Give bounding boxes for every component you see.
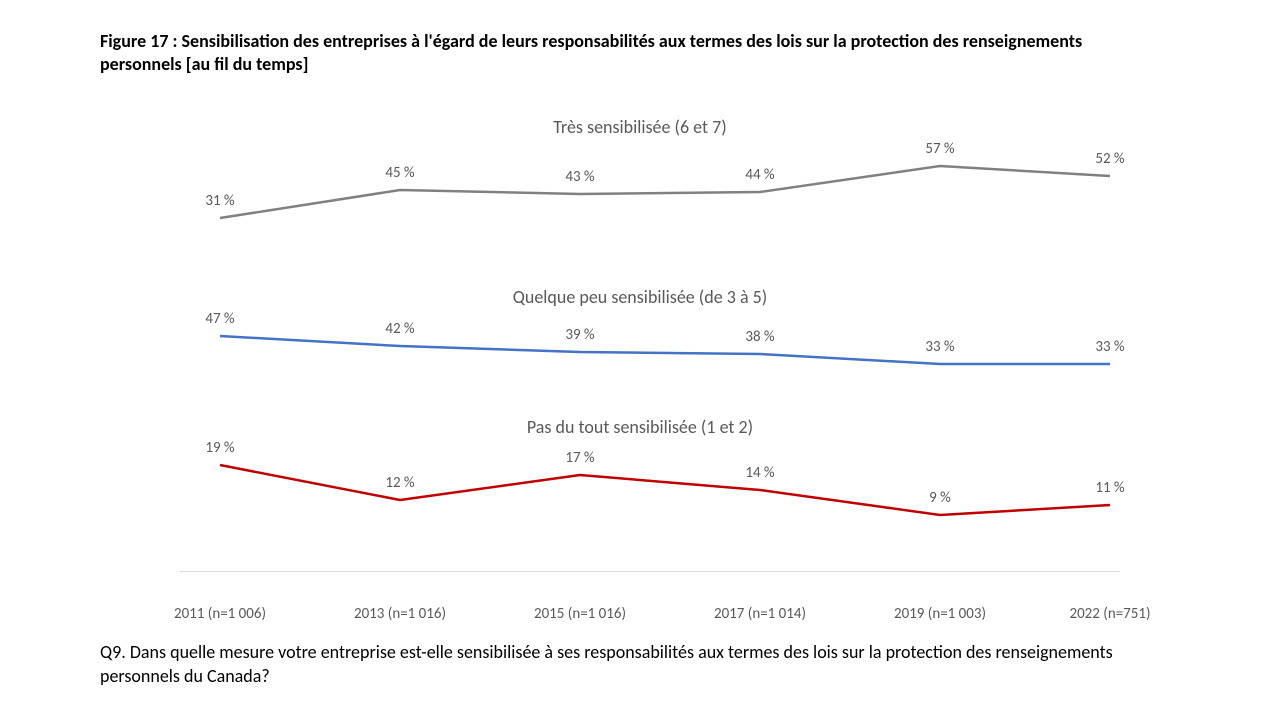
data-label: 42 % — [385, 320, 414, 338]
x-axis-label: 2022 (n=751) — [1040, 605, 1180, 623]
series-line — [220, 465, 1110, 515]
chart-svg — [180, 110, 1120, 575]
x-axis-label: 2017 (n=1 014) — [690, 605, 830, 623]
series-title: Pas du tout sensibilisée (1 et 2) — [390, 416, 890, 438]
figure-container: Figure 17 : Sensibilisation des entrepri… — [0, 0, 1280, 720]
data-label: 9 % — [929, 489, 951, 507]
data-label: 44 % — [745, 166, 774, 184]
data-label: 11 % — [1095, 479, 1124, 497]
series-title: Très sensibilisée (6 et 7) — [390, 116, 890, 138]
data-label: 14 % — [745, 464, 774, 482]
data-label: 47 % — [205, 310, 234, 328]
series-line — [220, 166, 1110, 218]
line-chart: 2011 (n=1 006)2013 (n=1 016)2015 (n=1 01… — [180, 110, 1120, 575]
figure-footer-question: Q9. Dans quelle mesure votre entreprise … — [100, 640, 1160, 689]
series-title: Quelque peu sensibilisée (de 3 à 5) — [390, 286, 890, 308]
x-axis-line — [180, 571, 1120, 572]
x-axis-label: 2011 (n=1 006) — [150, 605, 290, 623]
data-label: 43 % — [565, 168, 594, 186]
data-label: 52 % — [1095, 150, 1124, 168]
data-label: 33 % — [1095, 338, 1124, 356]
data-label: 12 % — [385, 474, 414, 492]
x-axis-label: 2013 (n=1 016) — [330, 605, 470, 623]
data-label: 17 % — [565, 449, 594, 467]
data-label: 33 % — [925, 338, 954, 356]
data-label: 19 % — [205, 439, 234, 457]
data-label: 45 % — [385, 164, 414, 182]
data-label: 31 % — [205, 192, 234, 210]
data-label: 38 % — [745, 328, 774, 346]
x-axis-label: 2015 (n=1 016) — [510, 605, 650, 623]
figure-title: Figure 17 : Sensibilisation des entrepri… — [100, 30, 1160, 77]
x-axis-label: 2019 (n=1 003) — [870, 605, 1010, 623]
data-label: 57 % — [925, 140, 954, 158]
data-label: 39 % — [565, 326, 594, 344]
series-line — [220, 336, 1110, 364]
